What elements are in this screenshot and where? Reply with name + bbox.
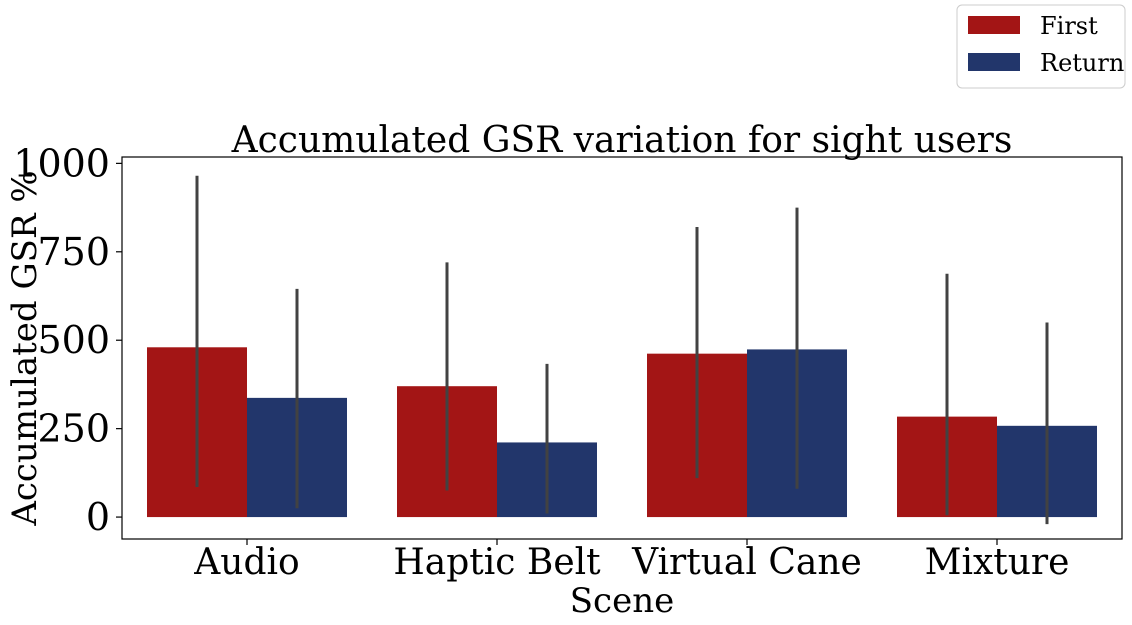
y-tick-label: 250 [37, 407, 110, 451]
legend: First Return [956, 4, 1126, 89]
plot-frame [121, 156, 1123, 540]
chart-title: Accumulated GSR variation for sight user… [231, 120, 1013, 161]
bars-group [147, 347, 1097, 518]
x-tick-label: Virtual Cane [631, 542, 862, 583]
x-axis-label: Scene [570, 581, 674, 621]
y-tick-label: 500 [37, 318, 110, 362]
y-axis: 0 250 500 750 1000 [13, 141, 122, 539]
errorbars-group [195, 175, 1049, 525]
legend-swatch-first [968, 16, 1020, 34]
legend-label-return: Return [1040, 49, 1124, 77]
x-tick-label: Audio [193, 542, 299, 583]
x-tick-label: Mixture [925, 542, 1070, 583]
y-tick-label: 0 [86, 495, 110, 539]
legend-swatch-return [968, 53, 1020, 71]
y-tick-label: 750 [37, 230, 110, 274]
y-tick-label: 1000 [13, 141, 110, 185]
x-tick-label: Haptic Belt [393, 542, 601, 583]
y-axis-label: Accumulated GSR % [5, 170, 45, 526]
x-axis: Audio Haptic Belt Virtual Cane Mixture [193, 539, 1069, 583]
legend-label-first: First [1040, 12, 1098, 40]
